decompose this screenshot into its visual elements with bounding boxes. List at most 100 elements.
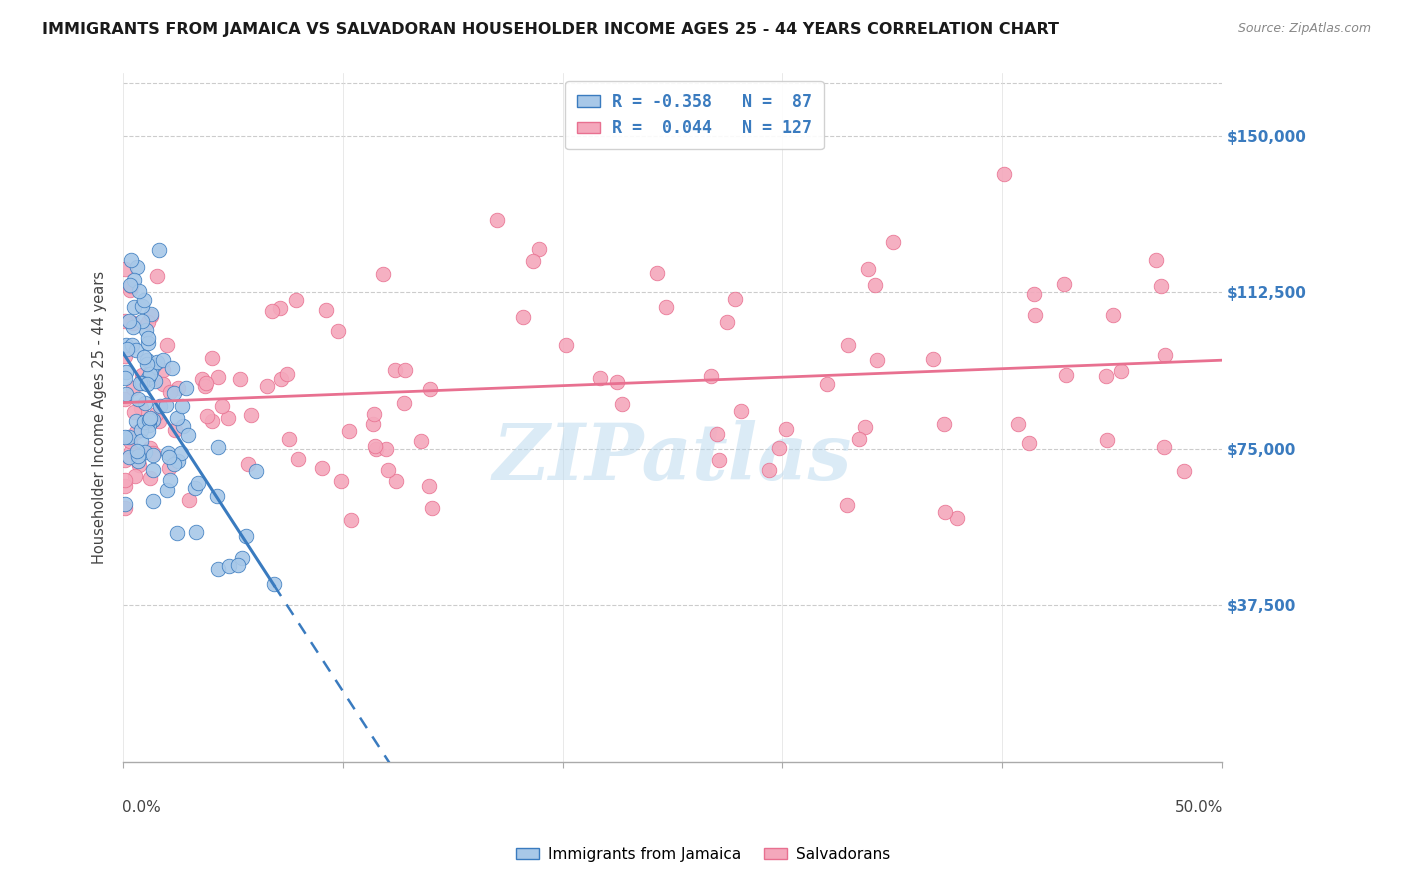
Point [1095,368,1118,383]
Point [170,446,193,460]
Point [142,448,165,462]
Point [131,368,153,383]
Point [655,300,678,314]
Point [120,277,142,292]
Point [127,443,149,458]
Point [218,559,240,574]
Point [124,425,146,439]
Point [287,451,309,466]
Point [114,349,136,363]
Point [114,453,136,467]
Point [418,479,440,493]
Point [194,379,217,393]
Point [716,315,738,329]
Point [485,212,508,227]
Point [1024,308,1046,322]
Point [848,432,870,446]
Point [1097,434,1119,448]
Point [129,434,152,449]
Point [228,372,250,386]
Point [138,471,160,485]
Point [217,410,239,425]
Point [706,427,728,442]
Point [139,307,162,321]
Point [340,513,363,527]
Point [163,386,186,401]
Point [420,500,443,515]
Point [136,352,159,367]
Point [758,463,780,477]
Point [375,442,398,456]
Point [114,473,136,487]
Point [1024,287,1046,301]
Point [172,418,194,433]
Point [882,235,904,249]
Point [211,400,233,414]
Point [768,441,790,455]
Point [114,501,136,516]
Text: IMMIGRANTS FROM JAMAICA VS SALVADORAN HOUSEHOLDER INCOME AGES 25 - 44 YEARS CORR: IMMIGRANTS FROM JAMAICA VS SALVADORAN HO… [42,22,1059,37]
Point [152,363,174,377]
Point [143,374,166,388]
Legend: Immigrants from Jamaica, Salvadorans: Immigrants from Jamaica, Salvadorans [509,841,897,868]
Point [118,314,141,328]
Point [285,293,308,307]
Point [724,292,747,306]
Point [606,376,628,390]
Point [922,352,945,367]
Point [114,430,136,444]
Point [934,505,956,519]
Point [191,372,214,386]
Point [121,316,143,330]
Point [527,243,550,257]
Point [932,417,955,431]
Point [330,475,353,489]
Point [1149,279,1171,293]
Point [138,411,160,425]
Point [167,381,190,395]
Point [127,449,149,463]
Point [142,494,165,508]
Point [129,401,152,415]
Text: 0.0%: 0.0% [122,799,160,814]
Point [134,445,156,459]
Point [136,371,159,385]
Point [121,338,143,352]
Point [167,454,190,468]
Point [122,381,145,395]
Point [134,293,156,307]
Point [141,463,163,477]
Point [114,479,136,493]
Point [162,457,184,471]
Point [127,392,149,407]
Point [522,254,544,268]
Text: Source: ZipAtlas.com: Source: ZipAtlas.com [1237,22,1371,36]
Point [134,350,156,364]
Point [1007,417,1029,432]
Point [156,337,179,351]
Point [315,303,337,318]
Point [236,457,259,471]
Point [155,398,177,412]
Point [122,405,145,419]
Point [364,442,387,457]
Point [1053,277,1076,292]
Point [512,310,534,324]
Point [373,267,395,281]
Point [1153,440,1175,454]
Point [136,424,159,438]
Point [205,489,228,503]
Point [149,399,172,413]
Point [156,483,179,498]
Point [589,371,612,385]
Point [136,331,159,345]
Point [326,325,349,339]
Point [837,337,859,351]
Point [146,354,169,368]
Point [120,252,142,267]
Point [139,441,162,455]
Point [361,417,384,431]
Point [866,352,889,367]
Point [269,301,291,315]
Point [645,266,668,280]
